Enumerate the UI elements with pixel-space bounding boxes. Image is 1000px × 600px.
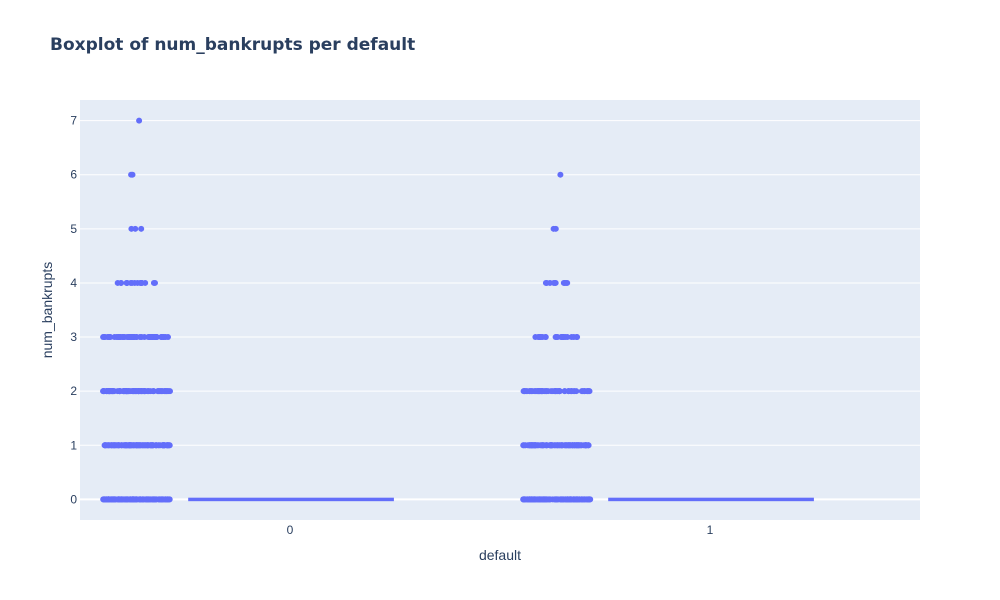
data-point [114,279,121,286]
x-tick-label: 1 [707,523,714,537]
data-point [564,334,571,341]
x-tick-label: 0 [287,523,294,537]
data-point [128,225,135,232]
data-point [551,442,558,449]
data-point [150,279,157,286]
data-point [141,442,147,449]
data-point [158,334,165,341]
data-point [580,388,587,395]
data-point [125,496,132,503]
data-point [526,442,533,449]
data-point [553,334,560,341]
data-point [531,442,538,449]
data-point [560,279,567,286]
data-point [164,442,171,449]
x-axis-title: default [479,547,521,563]
data-point [163,388,170,395]
data-point [112,496,119,503]
data-point [536,334,543,341]
data-point [120,496,127,503]
data-point [569,442,576,449]
data-point [561,442,568,449]
data-point [148,496,155,503]
data-point [147,388,154,395]
data-point [138,279,145,286]
data-point [138,225,145,232]
data-point [576,442,583,449]
chart-title: Boxplot of num_bankrupts per default [50,35,415,55]
data-point [522,442,529,449]
data-point [107,388,113,395]
data-point [547,279,553,286]
y-tick-label: 4 [70,276,77,290]
y-tick-label: 1 [70,438,77,452]
data-point [585,388,591,395]
data-point [105,334,112,341]
data-point [129,279,136,286]
data-point [552,496,559,503]
data-point [146,334,153,341]
data-point [568,388,575,395]
data-point [133,442,140,449]
data-point [533,388,540,395]
data-point [111,334,118,341]
plot-area [80,100,920,520]
data-point [520,388,527,395]
data-point [166,496,173,503]
data-point [537,442,544,449]
data-point [552,279,559,286]
data-point [548,388,555,395]
data-point [574,496,581,503]
data-point [564,496,571,503]
data-point [557,171,564,178]
y-axis-title: num_bankrupts [39,262,55,359]
data-point [129,496,136,503]
data-point [101,334,108,341]
data-point [586,496,593,503]
data-point [140,388,147,395]
y-tick-label: 5 [70,222,77,236]
data-point [542,334,549,341]
boxes [188,497,814,502]
y-tick-label: 7 [70,114,77,128]
y-tick-label: 6 [70,168,77,182]
data-point [570,334,577,341]
data-point [528,496,535,503]
data-point [109,442,115,449]
data-point [542,388,549,395]
data-point [534,496,541,503]
data-point [120,334,127,341]
data-point [558,496,565,503]
y-tick-labels: 0 1 2 3 4 5 6 7 [70,114,77,507]
data-point [546,496,553,503]
data-point [556,388,563,395]
data-point [153,442,160,449]
data-point [581,496,588,503]
data-points [100,117,594,503]
data-point [134,388,141,395]
data-point [161,496,167,503]
data-point [128,171,135,178]
data-point [102,496,109,503]
data-point [155,388,161,395]
data-point [153,334,160,341]
data-point [122,442,129,449]
data-point [125,334,132,341]
data-point [552,225,559,232]
data-point [138,334,145,341]
y-tick-label: 0 [70,492,77,506]
y-tick-label: 2 [70,384,77,398]
data-point [121,388,128,395]
data-point [123,279,130,286]
data-point [147,442,154,449]
data-point [526,388,533,395]
data-point [136,117,143,124]
data-point [538,496,545,503]
data-point [136,496,143,503]
y-tick-label: 3 [70,330,77,344]
data-point [585,442,592,449]
